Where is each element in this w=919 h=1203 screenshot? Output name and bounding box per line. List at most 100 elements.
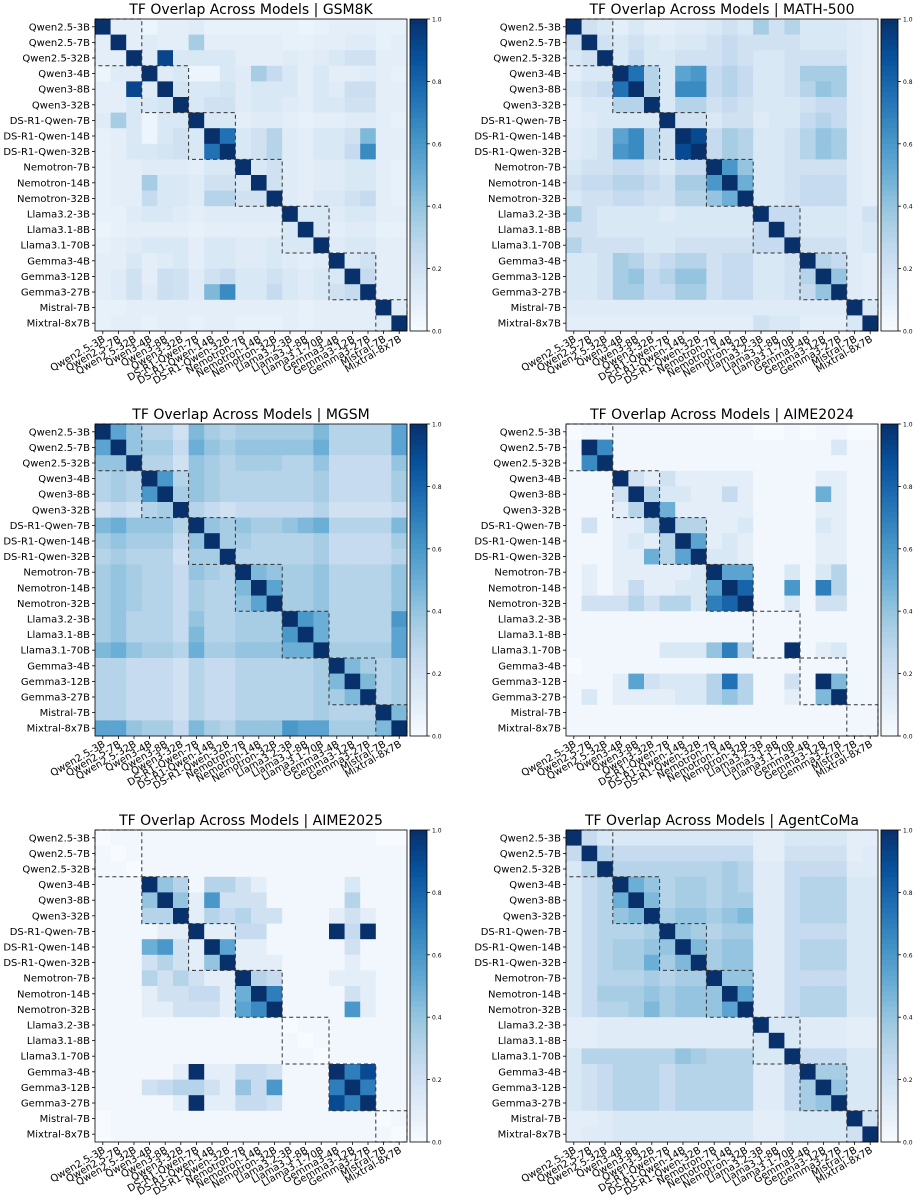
heatmap-cell — [815, 1126, 832, 1143]
heatmap-cell — [235, 112, 252, 129]
heatmap-cell — [141, 221, 158, 238]
heatmap-cell — [110, 1095, 127, 1112]
heatmap-cell — [157, 206, 174, 223]
heatmap-cell — [219, 34, 236, 51]
colorbar-segment — [881, 180, 898, 186]
heatmap-cell — [313, 1110, 330, 1127]
heatmap-cell — [784, 470, 801, 487]
heatmap-cell — [597, 268, 614, 285]
heatmap-cell — [846, 50, 863, 67]
colorbar-segment — [410, 289, 427, 295]
colorbar-segment — [410, 450, 427, 456]
colorbar: 0.00.20.40.60.81.0 — [880, 17, 913, 336]
heatmap-cell — [219, 424, 236, 440]
heatmap-cell — [722, 190, 738, 207]
heatmap-cell — [597, 237, 614, 254]
heatmap-cell — [675, 299, 692, 316]
heatmap-cell — [768, 595, 785, 612]
heatmap-cell — [313, 892, 330, 909]
heatmap-cell — [784, 704, 801, 721]
heatmap-cell — [141, 34, 158, 51]
heatmap-cell — [675, 908, 692, 924]
heatmap-cell — [188, 923, 205, 940]
heatmap-cell — [157, 1126, 174, 1143]
colorbar-segment — [410, 227, 427, 233]
heatmap-cell — [141, 439, 158, 456]
heatmap-cell — [95, 1017, 111, 1034]
heatmap-cell — [722, 470, 738, 487]
heatmap-cell — [95, 143, 111, 160]
heatmap-cell — [95, 284, 111, 301]
heatmap-cell — [188, 704, 205, 721]
heatmap-cell — [644, 143, 660, 160]
heatmap-cell — [846, 908, 863, 924]
heatmap-cell — [391, 502, 408, 518]
colorbar: 0.00.20.40.60.81.0 — [409, 17, 442, 336]
heatmap-cell — [675, 19, 692, 35]
heatmap-cell — [157, 970, 174, 987]
colorbar-segment — [881, 892, 898, 898]
y-tick-label: Llama3.2-3B — [498, 615, 561, 626]
heatmap-cell — [722, 830, 738, 846]
cluster-block-outline — [752, 610, 801, 659]
heatmap-cell — [815, 253, 832, 269]
heatmap-cell — [219, 954, 236, 971]
heatmap-cell — [566, 548, 582, 565]
heatmap-cell — [266, 986, 283, 1002]
colorbar-tick-label: 0.4 — [903, 204, 913, 211]
heatmap-cell — [722, 299, 738, 316]
heatmap-cell — [141, 1032, 158, 1049]
heatmap-cell — [706, 564, 723, 581]
heatmap-cell — [141, 190, 158, 207]
heatmap-cell — [141, 673, 158, 690]
heatmap-cell — [110, 564, 127, 581]
heatmap-cell — [815, 564, 832, 581]
heatmap-cell — [862, 112, 879, 129]
heatmap-cell — [706, 580, 723, 596]
heatmap-cell — [188, 861, 205, 878]
heatmap-cell — [753, 720, 770, 737]
heatmap-cell — [360, 112, 377, 129]
colorbar-segment — [410, 1022, 427, 1028]
y-tick-label: Nemotron-14B — [488, 989, 561, 1000]
colorbar-segment — [410, 268, 427, 275]
heatmap-cell — [566, 34, 582, 51]
colorbar-segment — [881, 76, 898, 82]
heatmap-cell — [690, 830, 707, 846]
heatmap-cell — [706, 1064, 723, 1080]
heatmap-cell — [329, 81, 345, 98]
heatmap-cell — [737, 1048, 754, 1065]
colorbar-segment — [881, 720, 898, 726]
heatmap-cell — [706, 175, 723, 191]
heatmap-cell — [768, 892, 785, 909]
heatmap-cell — [581, 424, 598, 440]
heatmap-cell — [831, 720, 848, 737]
heatmap-cell — [722, 486, 738, 503]
colorbar-segment — [410, 81, 427, 87]
heatmap-cell — [722, 892, 738, 909]
heatmap-cell — [581, 704, 598, 721]
heatmap-cell — [266, 1032, 283, 1049]
heatmap-cell — [360, 1064, 377, 1080]
heatmap-cell — [815, 595, 832, 612]
heatmap-cell — [126, 908, 143, 924]
colorbar-segment — [410, 460, 427, 466]
heatmap-cell — [768, 704, 785, 721]
heatmap-cell — [831, 1001, 848, 1018]
heatmap-cell — [266, 908, 283, 924]
heatmap-cell — [628, 1001, 645, 1018]
heatmap-cell — [862, 986, 879, 1002]
heatmap-cell — [831, 19, 848, 35]
colorbar-segment — [881, 835, 898, 841]
heatmap-cell — [235, 65, 252, 82]
colorbar-segment — [881, 481, 898, 487]
colorbar-segment — [410, 887, 427, 893]
heatmap-cell — [141, 424, 158, 440]
colorbar-segment — [410, 543, 427, 550]
colorbar-segment — [410, 585, 427, 591]
heatmap-cell — [815, 1032, 832, 1049]
heatmap-cell — [313, 190, 330, 207]
heatmap-cell — [282, 642, 299, 659]
y-tick-label: Nemotron-14B — [17, 989, 90, 1000]
heatmap-cell — [110, 34, 127, 51]
